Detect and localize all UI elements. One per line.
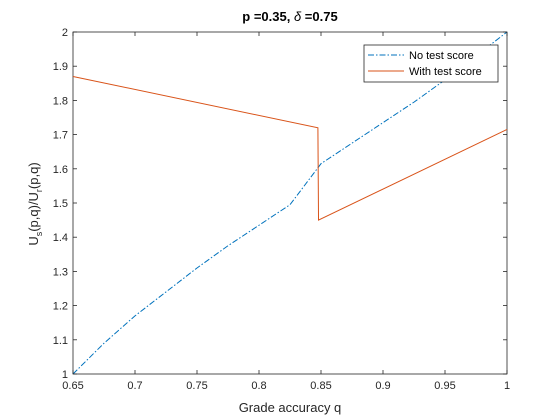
chart-title: p =0.35, δ =0.75 (242, 9, 337, 24)
y-tick-label: 1.8 (53, 95, 68, 107)
y-tick-label: 1.4 (53, 232, 68, 244)
ticks-layer: 0.65 0.7 0.75 0.8 0.85 0.9 0.95 1 1 1.1 1.2 1.3 1.4 1… (53, 27, 510, 392)
x-tick-label: 0.75 (186, 380, 207, 392)
y-tick-label: 1 (62, 369, 68, 381)
y-tick-label: 1.7 (53, 130, 68, 142)
legend: No test score With test score (363, 44, 499, 83)
y-tick-label: 1.1 (53, 335, 68, 347)
legend-box (363, 44, 499, 83)
axes-box (72, 31, 508, 375)
plot-area (72, 31, 508, 375)
y-tick-label: 1.5 (53, 198, 68, 210)
series-layer (72, 31, 508, 375)
legend-label-with-test-score: With test score (409, 66, 482, 78)
x-axis-label: Grade accuracy q (239, 400, 342, 415)
y-tick-label: 1.9 (53, 61, 68, 73)
y-tick-label: 1.6 (53, 164, 68, 176)
series-line-no-test-score (72, 31, 508, 375)
x-tick-label: 0.65 (62, 380, 83, 392)
x-tick-label: 0.9 (375, 380, 390, 392)
legend-label-no-test-score: No test score (409, 50, 474, 62)
y-axis-label: Us(p,q)/Ur(p,q) (26, 162, 44, 245)
y-tick-label: 1.3 (53, 266, 68, 278)
series-line-with-test-score (72, 75, 508, 221)
y-tick-label: 1.2 (53, 301, 68, 313)
x-tick-label: 0.95 (434, 380, 455, 392)
x-tick-label: 0.7 (127, 380, 142, 392)
x-tick-label: 0.85 (310, 380, 331, 392)
x-tick-label: 0.8 (251, 380, 266, 392)
y-tick-label: 2 (62, 27, 68, 39)
x-tick-label: 1 (504, 380, 510, 392)
